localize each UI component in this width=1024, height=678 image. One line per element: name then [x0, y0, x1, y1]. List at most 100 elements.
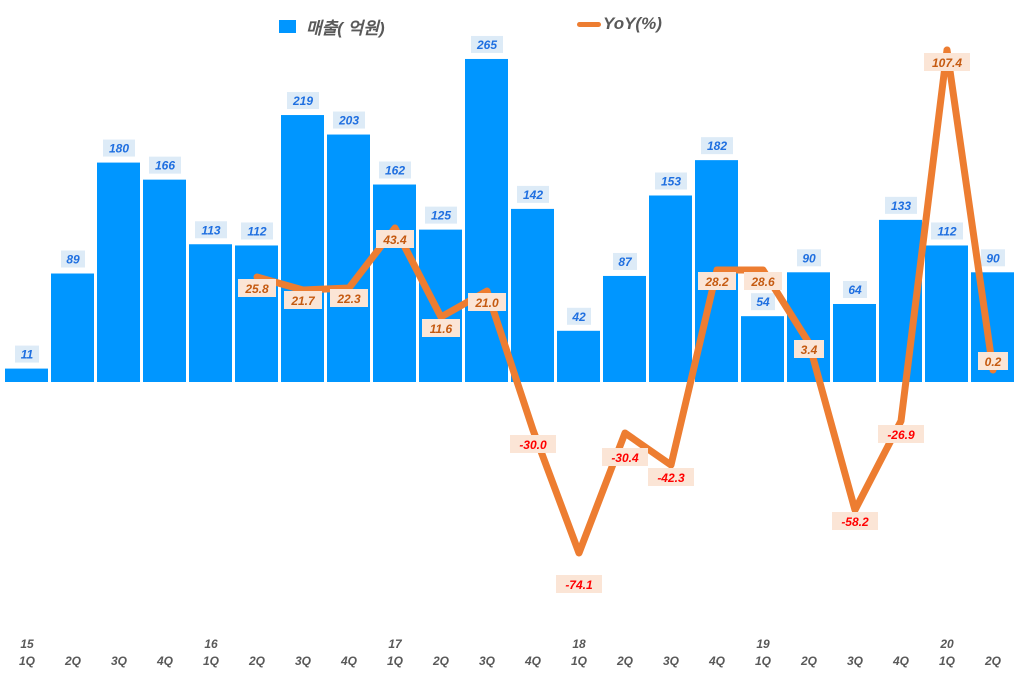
yoy-value-label: 43.4 [382, 233, 407, 247]
yoy-label-bg [832, 512, 878, 530]
x-tick-quarter: 1Q [387, 654, 404, 668]
bar-value-label: 112 [247, 224, 266, 238]
bar-value-label: 203 [338, 114, 359, 128]
x-tick-year: 16 [204, 637, 218, 651]
revenue-bar [925, 245, 968, 382]
yoy-value-label: -42.3 [657, 471, 685, 485]
bar-label-bg [567, 307, 591, 325]
x-tick-quarter: 3Q [847, 654, 864, 668]
yoy-value-label: -30.4 [611, 451, 639, 465]
revenue-bar [511, 208, 554, 382]
yoy-label-bg [648, 468, 694, 486]
revenue-bars [5, 58, 1014, 383]
bar-label-bg [701, 137, 733, 155]
yoy-value-label: 107.4 [932, 56, 962, 70]
bar-label-bg [613, 252, 637, 270]
revenue-bar [189, 244, 232, 382]
legend-bar-swatch-icon [279, 20, 296, 33]
yoy-value-label: 21.7 [290, 294, 316, 308]
revenue-bar [51, 273, 94, 382]
x-tick-quarter: 1Q [571, 654, 588, 668]
x-tick-quarter: 2Q [432, 654, 450, 668]
revenue-bar [603, 275, 646, 382]
yoy-value-label: -26.9 [887, 428, 915, 442]
bar-value-label: 182 [707, 139, 727, 153]
yoy-line-labels: 25.8 21.7 22.3 43.4 11.6 21.0 -30.0 -74.1 -30.4 -… [238, 53, 1008, 593]
x-tick-quarter: 1Q [939, 654, 956, 668]
bar-value-label: 219 [292, 94, 313, 108]
legend-item-yoy: YoY(%) [577, 14, 662, 34]
x-tick-quarter: 1Q [203, 654, 220, 668]
yoy-label-bg [878, 425, 924, 443]
x-tick-year: 20 [939, 637, 954, 651]
yoy-label-bg [698, 272, 736, 290]
revenue-bar [373, 184, 416, 382]
yoy-label-bg [468, 293, 506, 311]
bar-value-label: 11 [21, 348, 34, 362]
bar-value-label: 87 [618, 255, 633, 269]
bar-value-label: 64 [848, 283, 862, 297]
yoy-value-label: 0.2 [985, 355, 1002, 369]
bar-label-bg [61, 250, 85, 268]
legend-yoy-label: YoY(%) [603, 14, 662, 33]
yoy-value-label: -74.1 [565, 578, 593, 592]
bar-value-label: 153 [661, 174, 681, 188]
bar-label-bg [149, 156, 181, 174]
revenue-bar [833, 303, 876, 382]
yoy-value-label: 21.0 [474, 296, 499, 310]
yoy-label-bg [744, 272, 782, 290]
bar-label-bg [103, 139, 135, 157]
bar-label-bg [241, 222, 273, 240]
x-tick-quarter: 3Q [479, 654, 496, 668]
revenue-bar [557, 330, 600, 382]
yoy-value-label: -58.2 [841, 515, 869, 529]
bar-label-bg [931, 222, 963, 240]
x-tick-quarter: 4Q [892, 654, 910, 668]
bar-label-bg [797, 249, 821, 267]
yoy-value-label: 28.6 [750, 275, 775, 289]
yoy-value-label: 28.2 [704, 275, 729, 289]
x-tick-quarter: 2Q [800, 654, 818, 668]
yoy-label-bg [510, 435, 556, 453]
bar-value-label: 90 [802, 251, 816, 265]
yoy-label-bg [422, 319, 460, 337]
bar-label-bg [379, 161, 411, 179]
bar-label-bg [287, 92, 319, 110]
x-axis-ticks: 15 1Q 2Q 3Q 4Q 16 1Q 2Q 3Q 4Q 17 1Q 2Q 3Q 4Q 18 1Q 2Q 3Q 4Q… [19, 637, 1002, 668]
x-tick-quarter: 3Q [111, 654, 128, 668]
x-tick-quarter: 4Q [340, 654, 358, 668]
yoy-label-bg [238, 279, 276, 297]
yoy-value-label: 22.3 [336, 292, 361, 306]
yoy-label-bg [602, 448, 648, 466]
bar-value-label: 133 [891, 199, 911, 213]
bar-value-label: 54 [756, 295, 770, 309]
revenue-bar [649, 195, 692, 382]
bar-value-label: 166 [155, 159, 175, 173]
x-tick-year: 15 [20, 637, 34, 651]
yoy-label-bg [330, 289, 368, 307]
x-tick-quarter: 1Q [755, 654, 772, 668]
bar-label-bg [15, 345, 39, 363]
bar-label-bg [751, 293, 775, 311]
revenue-bar [281, 115, 324, 382]
bar-label-bg [471, 35, 503, 53]
bar-value-label: 90 [986, 251, 1000, 265]
revenue-bar [97, 162, 140, 382]
yoy-label-bg [556, 575, 602, 593]
legend-item-revenue: 매출( 억원) [279, 14, 385, 39]
x-tick-quarter: 2Q [248, 654, 266, 668]
yoy-label-bg [978, 352, 1008, 370]
x-tick-quarter: 4Q [156, 654, 174, 668]
bar-value-label: 113 [201, 223, 220, 237]
legend-line-swatch-icon [577, 21, 601, 27]
x-tick-quarter: 4Q [524, 654, 542, 668]
revenue-bar-labels: 11 89 180 166 113 112 219 203 162 125 265 142 42 87 15… [15, 35, 1005, 363]
x-tick-quarter: 3Q [295, 654, 312, 668]
bar-value-label: 89 [66, 253, 80, 267]
revenue-bar [235, 245, 278, 382]
bar-label-bg [333, 111, 365, 129]
revenue-bar [327, 134, 370, 382]
yoy-label-bg [284, 291, 322, 309]
yoy-label-bg [794, 340, 824, 358]
